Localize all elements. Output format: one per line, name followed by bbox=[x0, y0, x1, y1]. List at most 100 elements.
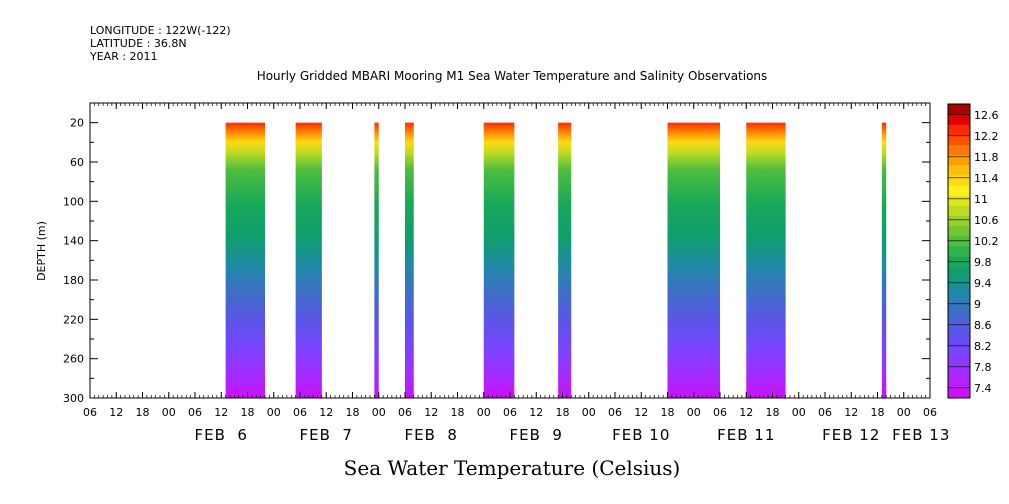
temperature-segment bbox=[405, 122, 414, 399]
colorbar-swatch bbox=[948, 327, 970, 338]
colorbar-tick-label: 11.4 bbox=[974, 172, 999, 185]
colorbar-swatch bbox=[948, 256, 970, 267]
y-tick-label: 140 bbox=[63, 235, 84, 248]
longitude-label: LONGITUDE : 122W(-122) bbox=[90, 24, 231, 37]
x-tick-label: 00 bbox=[897, 406, 911, 419]
x-tick-label: 12 bbox=[844, 406, 858, 419]
temperature-segment bbox=[374, 122, 379, 399]
x-tick-label: 12 bbox=[424, 406, 438, 419]
colorbar: 7.4 7.8 8.2 8.6 9 9.4 9.8 10.2 10.6 11 11.4 11.8 12.… bbox=[947, 103, 999, 399]
x-day-label: FEB 13 bbox=[892, 426, 950, 444]
x-day-label: FEB 11 bbox=[717, 426, 775, 444]
colorbar-swatch bbox=[948, 357, 970, 369]
x-day-label: FEB 7 bbox=[300, 426, 353, 444]
temperature-segment bbox=[667, 122, 720, 399]
x-tick-label: 00 bbox=[477, 406, 491, 419]
x-tick-label: 00 bbox=[267, 406, 281, 419]
y-axis: 20 60 100 140 180 220 260 300 bbox=[63, 102, 930, 405]
x-tick-label: 06 bbox=[398, 406, 412, 419]
y-tick-label: 300 bbox=[63, 392, 84, 405]
x-tick-label: 00 bbox=[792, 406, 806, 419]
y-tick-label: 60 bbox=[70, 156, 84, 169]
colorbar-swatch bbox=[948, 276, 970, 287]
colorbar-swatch bbox=[948, 316, 970, 328]
colorbar-tick-label: 11.8 bbox=[974, 151, 999, 164]
colorbar-swatch bbox=[948, 104, 970, 115]
x-tick-label: 00 bbox=[372, 406, 386, 419]
colorbar-tick-label: 12.6 bbox=[974, 109, 999, 122]
colorbar-tick-label: 9.4 bbox=[974, 277, 992, 290]
x-tick-label: 06 bbox=[713, 406, 727, 419]
colorbar-title: Sea Water Temperature (Celsius) bbox=[344, 456, 681, 480]
x-tick-label: 18 bbox=[136, 406, 150, 419]
year-label: YEAR : 2011 bbox=[89, 50, 158, 63]
x-day-label: FEB 8 bbox=[405, 426, 458, 444]
y-axis-title: DEPTH (m) bbox=[35, 221, 48, 281]
colorbar-tick-label: 11 bbox=[974, 193, 988, 206]
colorbar-swatch bbox=[948, 367, 970, 379]
colorbar-swatch bbox=[948, 337, 970, 348]
temperature-segment bbox=[881, 122, 887, 399]
data-layer bbox=[225, 122, 887, 399]
x-tick-label: 18 bbox=[871, 406, 885, 419]
colorbar-swatch bbox=[948, 164, 970, 176]
y-tick-label: 100 bbox=[63, 195, 84, 208]
colorbar-tick-label: 8.2 bbox=[974, 340, 992, 353]
colorbar-frame bbox=[947, 103, 971, 399]
colorbar-tick-label: 8.6 bbox=[974, 319, 992, 332]
x-tick-label: 00 bbox=[162, 406, 176, 419]
colorbar-swatch bbox=[948, 306, 970, 318]
colorbar-swatch bbox=[948, 205, 970, 217]
x-tick-label: 12 bbox=[739, 406, 753, 419]
x-tick-label: 18 bbox=[451, 406, 465, 419]
colorbar-swatch bbox=[948, 296, 970, 308]
temperature-segment bbox=[483, 122, 515, 399]
colorbar-swatch bbox=[948, 174, 970, 186]
x-tick-label: 06 bbox=[503, 406, 517, 419]
y-tick-label: 20 bbox=[70, 117, 84, 130]
x-tick-label: 18 bbox=[556, 406, 570, 419]
x-tick-label: 12 bbox=[529, 406, 543, 419]
x-day-label: FEB 10 bbox=[612, 426, 670, 444]
x-axis: 06 12 18 00 06 12 18 00 06 12 18 00 06 12 18 00 06 12 18 00… bbox=[83, 103, 950, 444]
x-tick-label: 06 bbox=[923, 406, 937, 419]
colorbar-tick-label: 7.4 bbox=[974, 382, 992, 395]
temperature-segment bbox=[746, 122, 786, 399]
x-tick-label: 18 bbox=[661, 406, 675, 419]
colorbar-swatch bbox=[948, 134, 970, 146]
x-tick-label: 06 bbox=[293, 406, 307, 419]
x-tick-label: 12 bbox=[109, 406, 123, 419]
colorbar-swatch bbox=[948, 124, 970, 135]
y-tick-label: 260 bbox=[63, 353, 84, 366]
y-tick-label: 180 bbox=[63, 274, 84, 287]
colorbar-swatch bbox=[948, 185, 970, 196]
colorbar-tick-label: 12.2 bbox=[974, 130, 999, 143]
x-tick-label: 00 bbox=[582, 406, 596, 419]
colorbar-swatch bbox=[948, 144, 970, 156]
colorbar-tick-label: 9 bbox=[974, 298, 981, 311]
latitude-label: LATITUDE : 36.8N bbox=[90, 37, 187, 50]
colorbar-tick-label: 7.8 bbox=[974, 361, 992, 374]
temperature-segment bbox=[558, 122, 572, 399]
colorbar-swatch bbox=[948, 347, 970, 358]
colorbar-swatch bbox=[948, 377, 970, 389]
x-tick-label: 12 bbox=[319, 406, 333, 419]
x-day-label: FEB 6 bbox=[195, 426, 248, 444]
x-tick-label: 06 bbox=[818, 406, 832, 419]
x-day-label: FEB 12 bbox=[822, 426, 880, 444]
colorbar-swatch bbox=[948, 286, 970, 298]
temperature-segment bbox=[295, 122, 322, 399]
x-tick-label: 06 bbox=[188, 406, 202, 419]
colorbar-tick-label: 9.8 bbox=[974, 256, 992, 269]
x-tick-label: 18 bbox=[241, 406, 255, 419]
colorbar-swatch bbox=[948, 195, 970, 206]
x-tick-label: 18 bbox=[766, 406, 780, 419]
y-tick-label: 220 bbox=[63, 313, 84, 326]
x-tick-label: 06 bbox=[608, 406, 622, 419]
x-day-label: FEB 9 bbox=[510, 426, 563, 444]
temperature-segment bbox=[225, 122, 265, 399]
colorbar-swatch bbox=[948, 215, 970, 227]
x-tick-label: 12 bbox=[214, 406, 228, 419]
x-tick-label: 00 bbox=[687, 406, 701, 419]
chart-title: Hourly Gridded MBARI Mooring M1 Sea Wate… bbox=[257, 69, 768, 83]
